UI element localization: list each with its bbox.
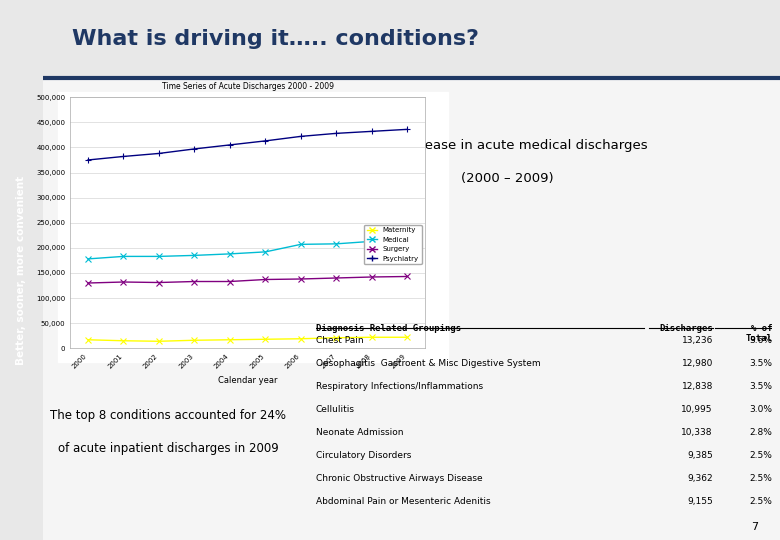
- Text: Respiratory Infections/Inflammations: Respiratory Infections/Inflammations: [316, 382, 483, 391]
- Text: Chest Pain: Chest Pain: [316, 336, 363, 345]
- Text: 2.5%: 2.5%: [750, 474, 772, 483]
- Text: Diagnosis Related Groupings: Diagnosis Related Groupings: [316, 323, 461, 333]
- Text: 3.5%: 3.5%: [750, 359, 772, 368]
- Text: 3.6%: 3.6%: [750, 336, 772, 345]
- Text: What is driving it….. conditions?: What is driving it….. conditions?: [73, 29, 480, 50]
- Text: 12,838: 12,838: [682, 382, 713, 391]
- Text: 3.0%: 3.0%: [750, 405, 772, 414]
- Text: 21% increase in acute medical discharges: 21% increase in acute medical discharges: [367, 139, 648, 152]
- Bar: [43, 78, 780, 540]
- Text: Discharges: Discharges: [659, 323, 713, 333]
- Text: 9,155: 9,155: [687, 497, 713, 506]
- Text: % of
Total: % of Total: [746, 323, 772, 343]
- Text: 2.5%: 2.5%: [750, 451, 772, 460]
- Text: (2000 – 2009): (2000 – 2009): [461, 172, 554, 185]
- Text: Cellulitis: Cellulitis: [316, 405, 355, 414]
- Text: 3.5%: 3.5%: [750, 382, 772, 391]
- Text: Abdominal Pain or Mesenteric Adenitis: Abdominal Pain or Mesenteric Adenitis: [316, 497, 491, 506]
- Text: Better, sooner, more convenient: Better, sooner, more convenient: [16, 176, 27, 364]
- Text: The top 8 conditions accounted for 24%: The top 8 conditions accounted for 24%: [50, 409, 286, 422]
- Title: Time Series of Acute Discharges 2000 - 2009: Time Series of Acute Discharges 2000 - 2…: [161, 82, 334, 91]
- Text: 13,236: 13,236: [682, 336, 713, 345]
- Legend: Maternity, Medical, Surgery, Psychiatry: Maternity, Medical, Surgery, Psychiatry: [364, 225, 422, 265]
- Text: 2.8%: 2.8%: [750, 428, 772, 437]
- Text: 9,362: 9,362: [687, 474, 713, 483]
- X-axis label: Calendar year: Calendar year: [218, 376, 278, 384]
- Text: 10,338: 10,338: [682, 428, 713, 437]
- Text: 2.5%: 2.5%: [750, 497, 772, 506]
- Text: Chronic Obstructive Airways Disease: Chronic Obstructive Airways Disease: [316, 474, 483, 483]
- Bar: [58, 92, 448, 362]
- Text: Neonate Admission: Neonate Admission: [316, 428, 403, 437]
- Text: of acute inpatient discharges in 2009: of acute inpatient discharges in 2009: [58, 442, 278, 455]
- Text: 12,980: 12,980: [682, 359, 713, 368]
- Text: Circulatory Disorders: Circulatory Disorders: [316, 451, 411, 460]
- Text: Oesophagitis  Gastroent & Misc Digestive System: Oesophagitis Gastroent & Misc Digestive …: [316, 359, 541, 368]
- Text: 7: 7: [751, 522, 758, 532]
- Text: 9,385: 9,385: [687, 451, 713, 460]
- Text: 10,995: 10,995: [682, 405, 713, 414]
